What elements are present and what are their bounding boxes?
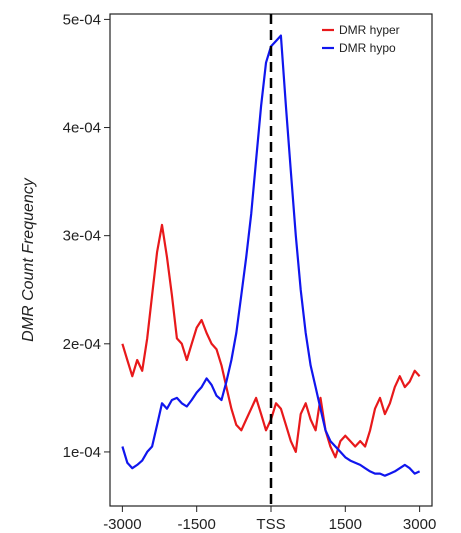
x-tick-label: -1500 <box>178 516 216 533</box>
x-tick-label: TSS <box>256 516 285 533</box>
y-tick-label: 3e-04 <box>63 228 101 245</box>
x-axis: -3000 -1500 TSS 1500 3000 <box>103 506 436 533</box>
y-tick-label: 1e-04 <box>63 444 101 461</box>
y-axis-label: DMR Count Frequency <box>20 177 37 342</box>
legend-label-dmr-hypo: DMR hypo <box>339 41 396 55</box>
y-axis: 1e-04 2e-04 3e-04 4e-04 5e-04 <box>63 11 110 461</box>
x-tick-label: -3000 <box>103 516 141 533</box>
legend-label-dmr-hyper: DMR hyper <box>339 23 400 37</box>
y-tick-label: 5e-04 <box>63 11 101 28</box>
y-tick-label: 2e-04 <box>63 336 101 353</box>
legend: DMR hyper DMR hypo <box>322 23 400 55</box>
y-tick-label: 4e-04 <box>63 120 101 137</box>
x-tick-label: 1500 <box>329 516 362 533</box>
x-tick-label: 3000 <box>403 516 436 533</box>
